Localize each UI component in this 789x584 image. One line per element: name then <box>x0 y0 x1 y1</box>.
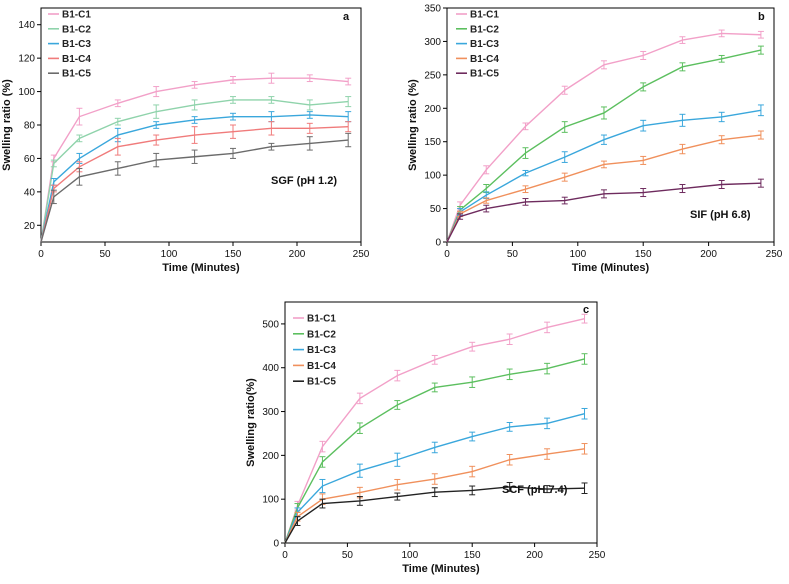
x-tick-label: 50 <box>342 550 354 561</box>
legend-entry: B1-C4 <box>307 361 336 372</box>
x-tick-label: 150 <box>635 249 652 260</box>
series-line <box>284 448 585 544</box>
condition-label: SIF (pH 6.8) <box>690 209 751 221</box>
panel-letter: a <box>343 11 350 23</box>
y-tick-label: 0 <box>435 238 441 249</box>
series-B1-C5 <box>284 482 588 544</box>
x-axis-label: Time (Minutes) <box>572 262 650 274</box>
series-line <box>446 109 762 243</box>
x-tick-label: 200 <box>289 249 306 260</box>
series-B1-C3 <box>446 104 764 243</box>
series-B1-C1 <box>40 72 352 243</box>
x-tick-label: 50 <box>507 249 519 260</box>
series-line <box>446 182 761 243</box>
y-tick-label: 100 <box>18 87 35 98</box>
y-tick-label: 120 <box>18 54 35 65</box>
series-B1-C3 <box>284 407 588 544</box>
y-tick-label: 200 <box>424 104 441 115</box>
y-tick-label: 150 <box>424 137 441 148</box>
x-tick-label: 100 <box>401 550 418 561</box>
plot-frame <box>284 301 598 544</box>
legend-entry: B1-C4 <box>62 54 91 65</box>
y-tick-label: 40 <box>24 187 36 198</box>
y-axis-label: Swelling ratio (%) <box>1 79 13 171</box>
series-B1-C4 <box>446 130 764 243</box>
x-tick-label: 250 <box>353 249 370 260</box>
series-B1-C2 <box>446 45 764 243</box>
x-tick-label: 0 <box>282 550 288 561</box>
series-B1-C1 <box>284 313 588 544</box>
series-B1-C2 <box>40 96 352 243</box>
x-tick-label: 200 <box>526 550 543 561</box>
x-tick-label: 150 <box>464 550 481 561</box>
series-line <box>446 49 762 243</box>
legend-entry: B1-C5 <box>470 69 499 80</box>
y-tick-label: 200 <box>262 451 279 462</box>
series-line <box>284 486 585 544</box>
legend-entry: B1-C5 <box>307 377 336 388</box>
x-tick-label: 100 <box>161 249 178 260</box>
chart-panel-a: 0 50 100 150 200 250 20 40 60 80 100 120 140 Time (Mi… <box>1 7 370 274</box>
y-tick-label: 500 <box>262 319 279 330</box>
series-B1-C2 <box>284 353 588 544</box>
chart-panel-b: 0 50 100 150 200 250 0 50 100 150 200 250 300 350 Time… <box>407 4 783 275</box>
y-tick-label: 80 <box>24 121 36 132</box>
y-tick-label: 140 <box>18 20 35 31</box>
y-tick-label: 250 <box>424 70 441 81</box>
legend-entry: B1-C3 <box>62 39 91 50</box>
series-line <box>40 114 349 243</box>
y-tick-label: 100 <box>262 495 279 506</box>
y-axis-label: Swelling ratio (%) <box>407 79 419 171</box>
legend-entry: B1-C1 <box>307 314 336 325</box>
legend-entry: B1-C3 <box>307 345 336 356</box>
x-tick-label: 50 <box>99 249 111 260</box>
series-line <box>40 139 349 243</box>
series-line <box>446 32 761 243</box>
y-tick-label: 100 <box>424 171 441 182</box>
condition-label: SGF (pH 1.2) <box>271 175 337 187</box>
y-tick-label: 20 <box>24 221 36 232</box>
legend-entry: B1-C4 <box>470 54 499 65</box>
series-line <box>40 125 349 243</box>
panel-letter: b <box>758 11 765 23</box>
y-tick-label: 350 <box>424 4 441 15</box>
y-tick-label: 0 <box>273 539 279 550</box>
legend-entry: B1-C1 <box>470 10 499 21</box>
y-axis-label: Swelling ratio(%) <box>245 378 257 467</box>
plot-frame <box>446 7 775 243</box>
y-tick-label: 300 <box>262 407 279 418</box>
y-tick-label: 60 <box>24 154 36 165</box>
condition-label: SCF (pH 7.4) <box>502 484 568 496</box>
x-tick-label: 250 <box>766 249 783 260</box>
series-line <box>40 99 349 243</box>
legend-entry: B1-C1 <box>62 10 91 21</box>
chart-panel-c: 0 50 100 150 200 250 0 100 200 300 400 500 Time (Min… <box>245 301 606 575</box>
legend-entry: B1-C2 <box>62 24 91 35</box>
series-line <box>446 134 762 243</box>
x-tick-label: 250 <box>589 550 606 561</box>
series-line <box>284 358 585 544</box>
legend-entry: B1-C3 <box>470 39 499 50</box>
series-line <box>284 413 585 544</box>
y-tick-label: 400 <box>262 363 279 374</box>
y-tick-label: 300 <box>424 37 441 48</box>
series-line <box>284 317 585 544</box>
x-tick-label: 100 <box>569 249 586 260</box>
panel-letter: c <box>583 304 589 316</box>
x-tick-label: 150 <box>225 249 242 260</box>
legend-entry: B1-C5 <box>62 69 91 80</box>
legend-entry: B1-C2 <box>470 24 499 35</box>
x-tick-label: 0 <box>444 249 450 260</box>
x-tick-label: 200 <box>700 249 717 260</box>
series-B1-C5 <box>40 132 352 243</box>
series-line <box>40 77 349 243</box>
x-tick-label: 0 <box>38 249 44 260</box>
x-axis-label: Time (Minutes) <box>402 563 480 575</box>
y-tick-label: 50 <box>430 204 442 215</box>
series-B1-C5 <box>446 178 764 243</box>
x-axis-label: Time (Minutes) <box>162 262 240 274</box>
legend-entry: B1-C2 <box>307 329 336 340</box>
